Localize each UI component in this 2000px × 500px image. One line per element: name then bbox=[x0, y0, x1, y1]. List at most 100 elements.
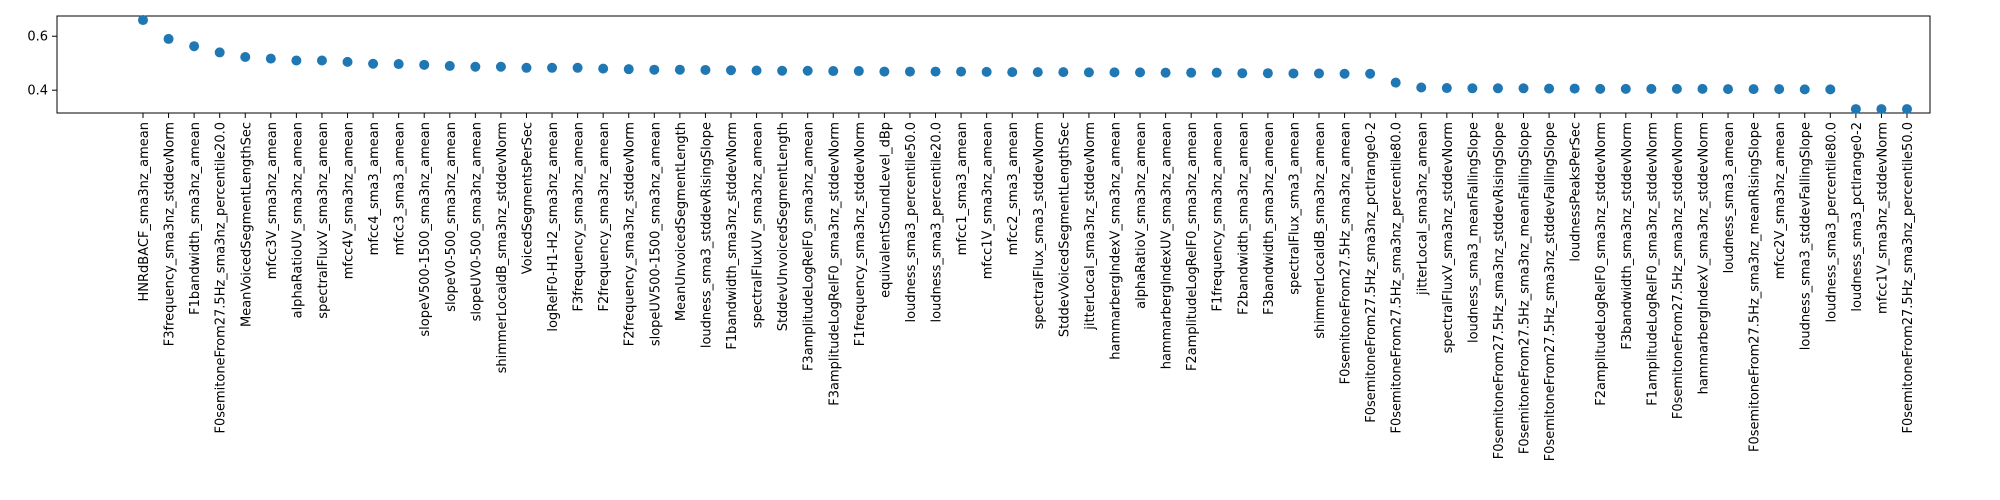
x-tick-label: jitterLocal_sma3nz_amean bbox=[1415, 122, 1430, 296]
data-point bbox=[1799, 84, 1810, 95]
x-tick-label: alphaRatioV_sma3nz_amean bbox=[1134, 122, 1149, 309]
x-tick-label: mfcc4_sma3_amean bbox=[367, 122, 382, 255]
x-tick-label: shimmerLocaldB_sma3nz_stddevNorm bbox=[495, 122, 510, 373]
data-point bbox=[1032, 67, 1043, 78]
x-tick-label: F3amplitudeLogRelF0_sma3nz_amean bbox=[802, 122, 817, 371]
x-tick-label: loudness_sma3_stddevRisingSlope bbox=[699, 122, 714, 348]
data-point bbox=[853, 66, 864, 77]
x-tick-label: logRelF0-H1-H2_sma3nz_amean bbox=[546, 122, 561, 332]
x-tick-label: alphaRatioUV_sma3nz_amean bbox=[290, 122, 305, 318]
x-tick-label: F0semitoneFrom27.5Hz_sma3nz_pctlrange0-2 bbox=[1364, 122, 1379, 423]
x-tick-label: VoicedSegmentsPerSec bbox=[520, 122, 535, 274]
x-tick-label: F3frequency_sma3nz_amean bbox=[572, 122, 587, 312]
data-points bbox=[138, 15, 1912, 115]
data-point bbox=[470, 61, 481, 72]
data-point bbox=[904, 66, 915, 77]
x-tick-label: equivalentSoundLevel_dBp bbox=[878, 122, 893, 298]
x-tick-label: F0semitoneFrom27.5Hz_sma3nz_stddevRising… bbox=[1492, 122, 1507, 459]
data-point bbox=[1774, 84, 1785, 95]
x-tick-label: F3amplitudeLogRelF0_sma3nz_stddevNorm bbox=[827, 122, 842, 406]
data-point bbox=[163, 33, 174, 44]
y-tick-label: 0.6 bbox=[27, 30, 48, 45]
data-point bbox=[1314, 68, 1324, 79]
data-point bbox=[649, 64, 660, 75]
data-point bbox=[1723, 84, 1734, 95]
data-point bbox=[598, 63, 609, 74]
x-tick-label: F1frequency_sma3nz_stddevNorm bbox=[853, 122, 868, 346]
x-tick-label: slopeV500-1500_sma3nz_amean bbox=[418, 122, 433, 337]
x-tick-label: mfcc4V_sma3nz_amean bbox=[342, 122, 357, 279]
x-tick-label: F0semitoneFrom27.5Hz_sma3nz_meanRisingSl… bbox=[1748, 122, 1763, 452]
x-tick-label: loudness_sma3_stddevFallingSlope bbox=[1799, 122, 1814, 350]
data-point bbox=[981, 66, 992, 77]
data-point bbox=[1288, 68, 1299, 79]
data-point bbox=[368, 58, 379, 69]
data-point bbox=[1211, 67, 1222, 78]
data-point bbox=[1365, 68, 1376, 79]
data-point bbox=[1671, 83, 1682, 94]
data-point bbox=[1135, 67, 1146, 78]
data-point bbox=[342, 56, 353, 67]
x-tick-label: F2frequency_sma3nz_stddevNorm bbox=[623, 122, 638, 346]
data-point bbox=[1595, 83, 1606, 94]
data-point bbox=[1416, 82, 1427, 93]
data-point bbox=[1160, 67, 1171, 78]
data-point bbox=[930, 66, 941, 77]
data-point bbox=[700, 64, 711, 75]
data-point bbox=[1876, 104, 1887, 115]
x-tick-label: F3frequency_sma3nz_stddevNorm bbox=[163, 122, 178, 346]
x-tick-label: F0semitoneFrom27.5Hz_sma3nz_percentile20… bbox=[214, 122, 229, 434]
x-tick-label: slopeV0-500_sma3nz_amean bbox=[444, 122, 459, 312]
x-tick-label: spectralFlux_sma3_stddevNorm bbox=[1032, 122, 1047, 329]
x-tick-label: StddevVoicedSegmentLengthSec bbox=[1057, 122, 1072, 337]
x-tick-label: mfcc3V_sma3nz_amean bbox=[265, 122, 280, 279]
x-tick-label: loudness_sma3_meanFallingSlope bbox=[1466, 122, 1481, 343]
data-point bbox=[1441, 83, 1452, 94]
data-point bbox=[495, 61, 506, 72]
x-tick-label: F1bandwidth_sma3nz_amean bbox=[188, 122, 203, 315]
data-point bbox=[1390, 77, 1401, 88]
x-tick-label: jitterLocal_sma3nz_stddevNorm bbox=[1083, 122, 1098, 331]
x-tick-label: F2amplitudeLogRelF0_sma3nz_amean bbox=[1185, 122, 1200, 371]
data-point bbox=[138, 15, 148, 26]
data-point bbox=[1262, 68, 1273, 79]
data-point bbox=[265, 53, 276, 64]
data-point bbox=[1083, 67, 1094, 78]
x-tick-label: mfcc2_sma3_amean bbox=[1006, 122, 1021, 255]
data-point bbox=[1339, 68, 1350, 79]
data-point bbox=[751, 65, 762, 76]
data-point bbox=[1007, 67, 1018, 78]
x-tick-label: spectralFlux_sma3_amean bbox=[1287, 122, 1302, 295]
data-point bbox=[1697, 83, 1708, 94]
data-point bbox=[444, 60, 455, 71]
x-tick-label: loudness_sma3_percentile50.0 bbox=[904, 122, 919, 322]
data-point bbox=[572, 62, 583, 73]
x-tick-label: hammarbergIndexV_sma3nz_amean bbox=[1108, 122, 1123, 360]
data-point bbox=[393, 59, 404, 70]
x-tick-label: F1bandwidth_sma3nz_stddevNorm bbox=[725, 122, 740, 350]
data-point bbox=[802, 65, 813, 76]
data-point bbox=[547, 62, 558, 73]
x-axis: HNRdBACF_sma3nz_amean F3frequency_sma3nz_… bbox=[137, 113, 1916, 461]
x-tick-label: hammarbergIndexUV_sma3nz_amean bbox=[1160, 122, 1175, 369]
x-tick-label: F0semitoneFrom27.5Hz_sma3nz_amean bbox=[1339, 122, 1354, 384]
data-point bbox=[1646, 83, 1657, 94]
x-tick-label: F2frequency_sma3nz_amean bbox=[597, 122, 612, 312]
data-point bbox=[189, 41, 200, 52]
x-tick-label: spectralFluxV_sma3nz_stddevNorm bbox=[1441, 122, 1456, 353]
x-tick-label: spectralFluxV_sma3nz_amean bbox=[316, 122, 331, 319]
data-point bbox=[674, 64, 685, 75]
x-tick-label: loudnessPeaksPerSec bbox=[1569, 122, 1584, 262]
x-tick-label: loudness_sma3_amean bbox=[1722, 122, 1737, 273]
data-point bbox=[1620, 83, 1631, 94]
data-point bbox=[521, 62, 532, 73]
x-tick-label: StddevUnvoicedSegmentLength bbox=[776, 122, 791, 331]
data-point bbox=[879, 66, 890, 77]
x-tick-label: mfcc1_sma3_amean bbox=[955, 122, 970, 255]
data-point bbox=[240, 52, 251, 63]
data-point bbox=[828, 66, 839, 77]
x-tick-label: MeanVoicedSegmentLengthSec bbox=[239, 122, 254, 327]
x-tick-label: slopeUV500-1500_sma3nz_amean bbox=[648, 122, 663, 346]
plot-frame bbox=[56, 15, 1931, 114]
x-tick-label: MeanUnvoicedSegmentLength bbox=[674, 122, 689, 321]
